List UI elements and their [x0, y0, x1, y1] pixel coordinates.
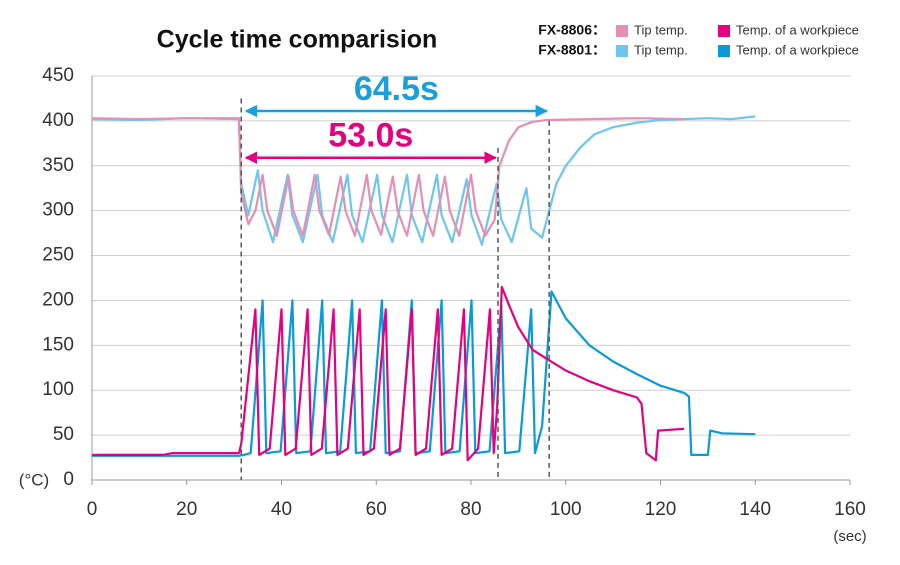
legend-label: Tip temp. — [634, 42, 688, 57]
y-tick-label: 250 — [42, 245, 74, 266]
x-tick-label: 40 — [271, 499, 292, 520]
y-tick-label: 450 — [42, 65, 74, 86]
x-tick-label: 20 — [176, 499, 197, 520]
span-label: 53.0s — [328, 117, 413, 155]
x-axis-label: (sec) — [833, 528, 866, 545]
chart-title: Cycle time comparision — [157, 26, 438, 54]
y-tick-label: 300 — [42, 200, 74, 221]
y-tick-label: 150 — [42, 334, 74, 355]
legend-group: FX-8806： — [538, 22, 606, 38]
legend-label: Tip temp. — [634, 22, 688, 37]
y-tick-label: 50 — [53, 424, 74, 445]
legend-group: FX-8801： — [538, 42, 606, 58]
span-label: 64.5s — [354, 70, 439, 108]
y-axis-label: (°C) — [19, 470, 49, 489]
series-line — [92, 285, 685, 462]
x-tick-label: 0 — [87, 499, 98, 520]
legend-swatch — [616, 25, 628, 37]
x-tick-label: 100 — [550, 499, 582, 520]
series-line — [92, 290, 756, 457]
legend-swatch — [718, 45, 730, 57]
y-tick-label: 350 — [42, 155, 74, 176]
y-tick-label: 400 — [42, 110, 74, 131]
legend-swatch — [616, 45, 628, 57]
x-tick-label: 80 — [460, 499, 481, 520]
x-tick-label: 120 — [645, 499, 677, 520]
x-tick-label: 160 — [834, 499, 866, 520]
legend-label: Temp. of a workpiece — [736, 22, 859, 37]
x-tick-label: 60 — [366, 499, 387, 520]
legend-label: Temp. of a workpiece — [736, 42, 859, 57]
y-tick-label: 0 — [63, 469, 74, 490]
x-tick-label: 140 — [739, 499, 771, 520]
y-tick-label: 100 — [42, 379, 74, 400]
y-tick-label: 200 — [42, 289, 74, 310]
series-line — [91, 115, 756, 246]
series-line — [91, 117, 685, 237]
legend-swatch — [718, 25, 730, 37]
